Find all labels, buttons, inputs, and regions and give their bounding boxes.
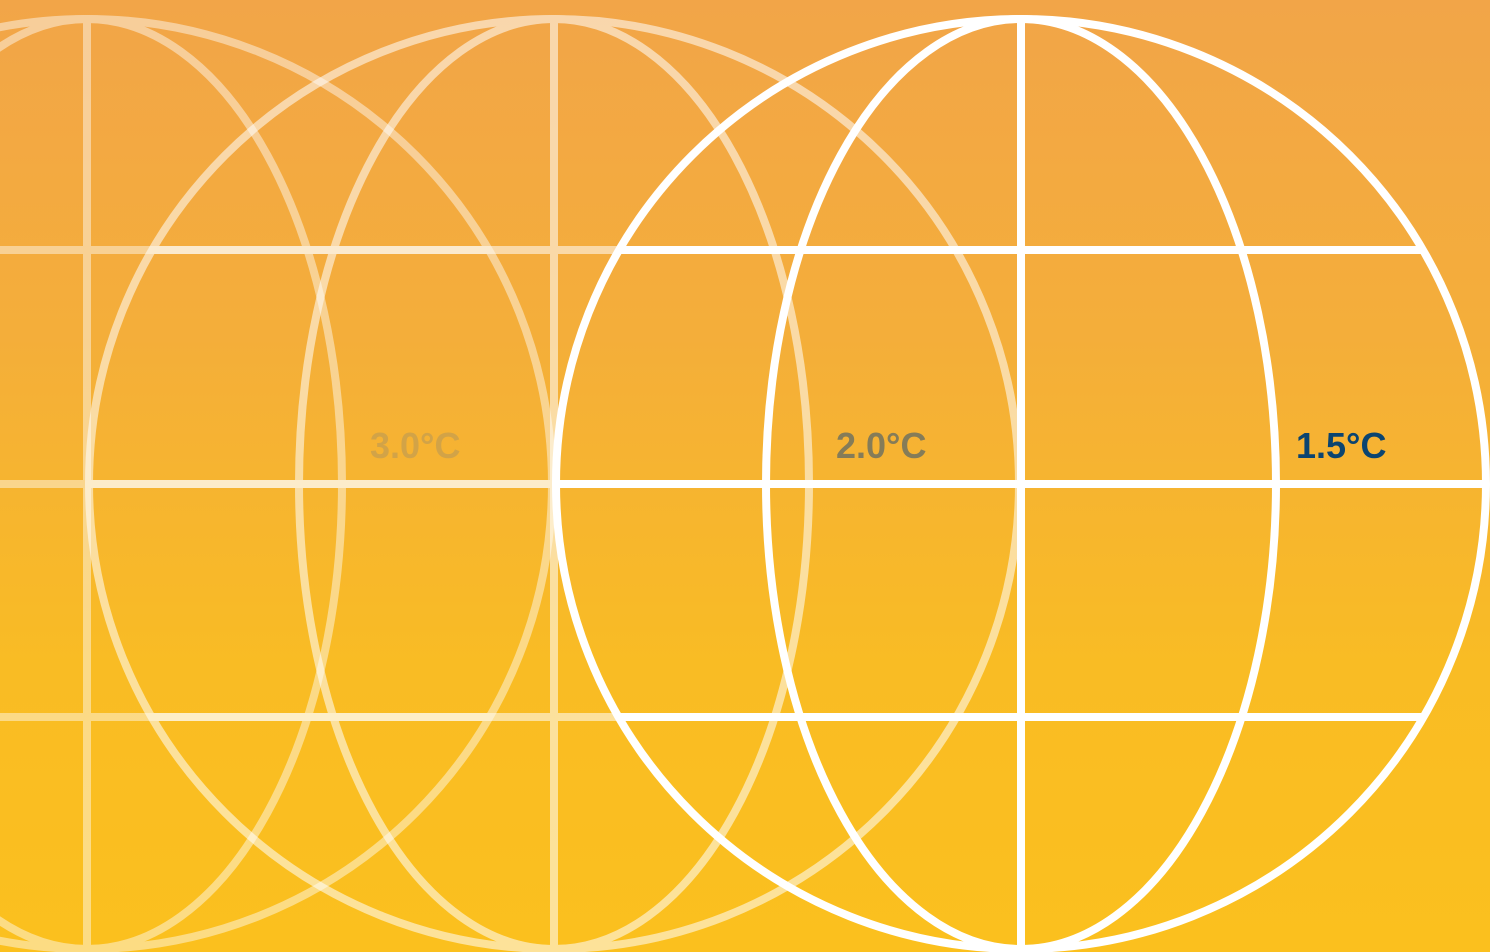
globe-1-5 [556,19,1486,949]
label-1-5: 1.5°C [1296,425,1386,466]
label-3-0: 3.0°C [370,425,460,466]
label-2-0: 2.0°C [836,425,926,466]
